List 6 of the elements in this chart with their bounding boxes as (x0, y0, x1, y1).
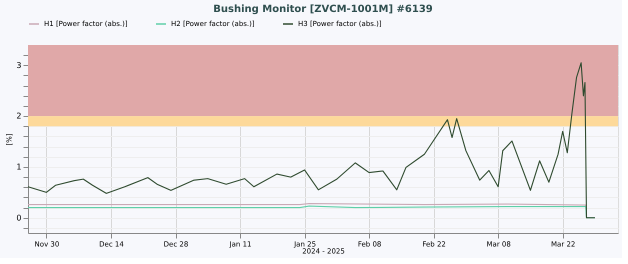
chart-title: Bushing Monitor [ZVCM-1001M] #6139 (213, 4, 433, 15)
y-tick-label: 1 (16, 162, 22, 172)
y-tick-label: 0 (16, 213, 22, 222)
y-tick-label: 2 (16, 112, 22, 121)
line-series (27, 62, 596, 218)
y-tick-label: 3 (16, 60, 22, 70)
